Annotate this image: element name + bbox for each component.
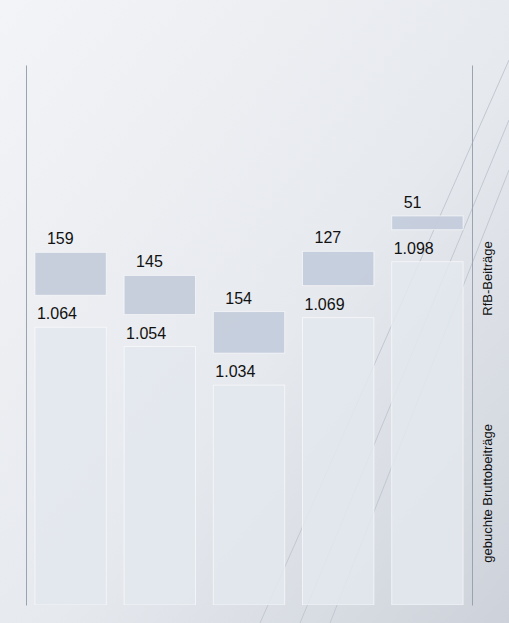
bar (213, 312, 284, 354)
data-labels: 1.064 1.054 1.034 1.069 1.098 159 145 154 127 51 (37, 194, 434, 380)
data-label: 1.064 (37, 305, 77, 322)
y2-axis-line (472, 66, 473, 606)
bar (124, 275, 195, 314)
y2-axis (472, 66, 473, 606)
data-label: 51 (404, 194, 422, 211)
bar (35, 252, 106, 295)
legend-label: gebuchte Bruttobeiträge (480, 424, 495, 563)
decoration-line (300, 120, 509, 623)
data-label: 127 (315, 229, 342, 246)
legend-label: RfB-Beiträge (480, 241, 495, 315)
bar (213, 385, 284, 605)
data-label: 1.098 (394, 240, 434, 257)
chart: 1.064 1.054 1.034 1.069 1.098 159 145 154 127 51 R… (0, 0, 509, 623)
data-label: 1.069 (305, 296, 345, 313)
x-axis-line (27, 605, 473, 606)
data-label: 1.054 (126, 325, 166, 342)
background (0, 0, 509, 623)
data-label: 159 (47, 230, 74, 247)
legend: RfB-Beiträge gebuchte Bruttobeiträge (480, 241, 495, 562)
bar (124, 347, 195, 605)
bar (35, 327, 106, 605)
bar (392, 216, 463, 230)
y-axis (26, 66, 27, 606)
bar (303, 251, 374, 285)
decoration (260, 60, 509, 623)
data-label: 1.034 (215, 363, 255, 380)
data-label: 145 (136, 253, 163, 270)
y-axis-line (26, 66, 27, 606)
decoration-line (260, 60, 509, 623)
bar (392, 262, 463, 605)
bar (303, 318, 374, 605)
data-label: 154 (225, 290, 252, 307)
plot-area (35, 216, 463, 605)
